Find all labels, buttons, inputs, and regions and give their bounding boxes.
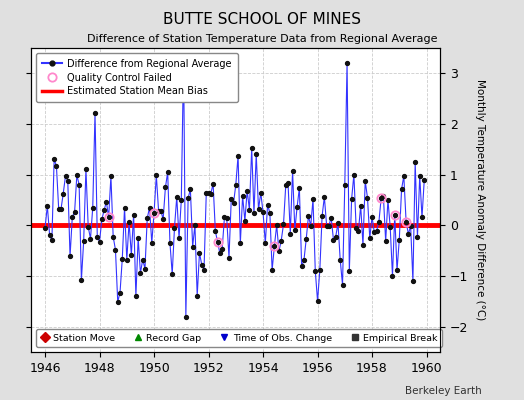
Text: BUTTE SCHOOL OF MINES: BUTTE SCHOOL OF MINES [163, 12, 361, 27]
Y-axis label: Monthly Temperature Anomaly Difference (°C): Monthly Temperature Anomaly Difference (… [475, 79, 485, 321]
Legend: Station Move, Record Gap, Time of Obs. Change, Empirical Break: Station Move, Record Gap, Time of Obs. C… [36, 329, 442, 347]
Text: Berkeley Earth: Berkeley Earth [406, 386, 482, 396]
Text: Difference of Station Temperature Data from Regional Average: Difference of Station Temperature Data f… [87, 34, 437, 44]
